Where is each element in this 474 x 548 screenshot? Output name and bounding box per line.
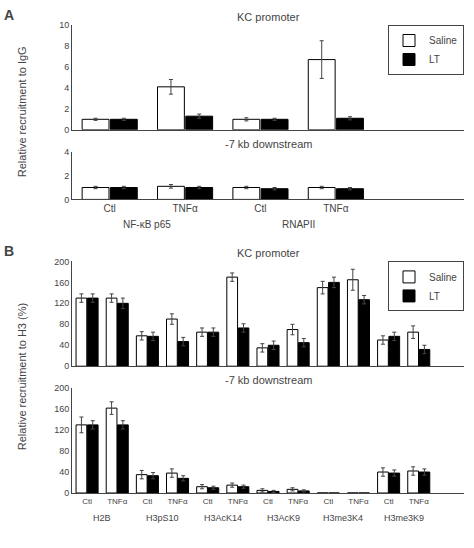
svg-text:8: 8: [64, 41, 69, 51]
svg-text:160: 160: [54, 404, 69, 414]
svg-text:200: 200: [54, 257, 69, 267]
svg-text:Saline: Saline: [429, 35, 457, 46]
svg-text:0: 0: [64, 488, 69, 498]
svg-text:TNFα: TNFα: [228, 497, 249, 506]
svg-text:TNFα: TNFα: [348, 497, 369, 506]
svg-text:40: 40: [59, 467, 69, 477]
svg-text:H2B: H2B: [93, 513, 111, 523]
svg-text:0: 0: [64, 125, 69, 135]
svg-text:TNFα: TNFα: [172, 203, 197, 214]
svg-text:2: 2: [64, 104, 69, 114]
svg-text:120: 120: [54, 298, 69, 308]
svg-text:Ctl: Ctl: [82, 497, 92, 506]
svg-text:Relative recruitment to IgG: Relative recruitment to IgG: [16, 46, 28, 177]
svg-text:-7 kb downstream: -7 kb downstream: [225, 374, 312, 386]
svg-text:H3pS10: H3pS10: [146, 513, 179, 523]
svg-text:Ctl: Ctl: [263, 497, 273, 506]
svg-text:KC promoter: KC promoter: [237, 247, 300, 259]
svg-text:Ctl: Ctl: [254, 203, 266, 214]
svg-text:200: 200: [54, 383, 69, 393]
svg-text:H3me3K9: H3me3K9: [384, 513, 424, 523]
svg-text:TNFα: TNFα: [288, 497, 309, 506]
svg-text:80: 80: [59, 446, 69, 456]
svg-text:Ctl: Ctl: [323, 497, 333, 506]
svg-text:H3AcK9: H3AcK9: [267, 513, 300, 523]
svg-text:NF-κB p65: NF-κB p65: [123, 219, 171, 230]
svg-text:2: 2: [64, 171, 69, 181]
svg-text:6: 6: [64, 62, 69, 72]
svg-text:160: 160: [54, 278, 69, 288]
svg-text:Saline: Saline: [429, 272, 457, 283]
svg-text:Ctl: Ctl: [384, 497, 394, 506]
svg-text:H3me3K4: H3me3K4: [323, 513, 363, 523]
svg-text:Relative recruitment to H3 (%): Relative recruitment to H3 (%): [16, 303, 28, 450]
svg-text:10: 10: [59, 20, 69, 30]
svg-text:Ctl: Ctl: [104, 203, 116, 214]
svg-text:A: A: [4, 7, 14, 23]
svg-text:80: 80: [59, 319, 69, 329]
svg-text:Ctl: Ctl: [203, 497, 213, 506]
svg-text:LT: LT: [429, 54, 440, 65]
svg-text:4: 4: [64, 147, 69, 157]
svg-text:B: B: [4, 243, 14, 259]
svg-text:RNAPII: RNAPII: [282, 219, 315, 230]
svg-text:LT: LT: [429, 291, 440, 302]
svg-text:120: 120: [54, 425, 69, 435]
svg-text:0: 0: [64, 361, 69, 371]
svg-text:TNFα: TNFα: [323, 203, 348, 214]
svg-text:TNFα: TNFα: [167, 497, 188, 506]
svg-text:Ctl: Ctl: [142, 497, 152, 506]
svg-text:H3AcK14: H3AcK14: [204, 513, 242, 523]
svg-text:TNFα: TNFα: [107, 497, 128, 506]
svg-text:KC promoter: KC promoter: [237, 11, 300, 23]
svg-text:4: 4: [64, 83, 69, 93]
svg-text:0: 0: [64, 195, 69, 205]
svg-text:TNFα: TNFα: [409, 497, 430, 506]
svg-text:40: 40: [59, 340, 69, 350]
svg-text:-7 kb downstream: -7 kb downstream: [225, 138, 312, 150]
